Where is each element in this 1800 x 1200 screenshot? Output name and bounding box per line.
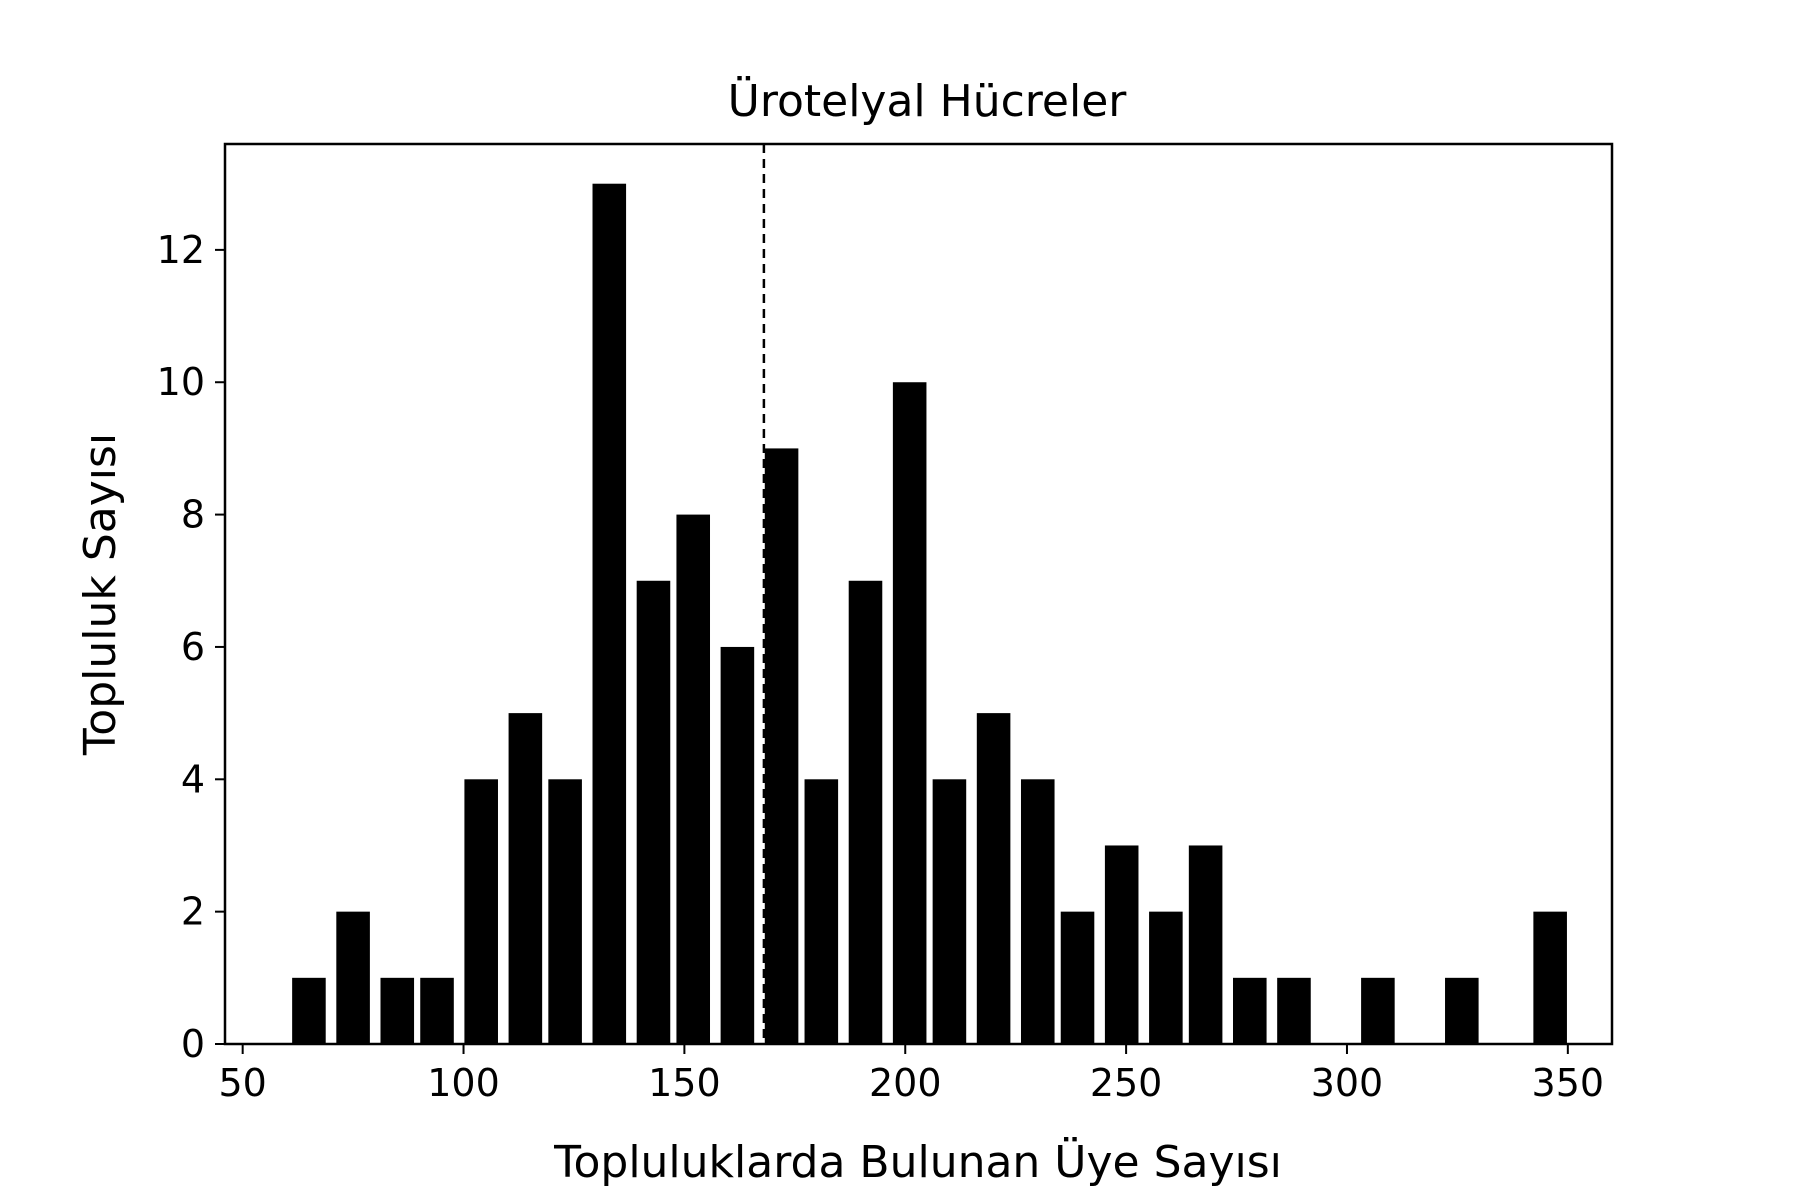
y-tick-label: 10 <box>157 360 205 404</box>
x-tick-label: 50 <box>218 1061 266 1105</box>
x-axis-ticks: 50 100 150 200 250 300 350 <box>218 1044 1604 1105</box>
bar <box>1020 779 1055 1044</box>
bar <box>1361 977 1395 1044</box>
x-tick-label: 200 <box>869 1061 942 1105</box>
bar <box>508 713 543 1044</box>
y-tick-label: 2 <box>181 890 205 934</box>
y-tick-label: 8 <box>181 493 205 537</box>
bar <box>1533 911 1567 1044</box>
y-tick-label: 6 <box>181 625 205 669</box>
y-tick-label: 12 <box>157 228 205 272</box>
bar <box>1445 977 1479 1044</box>
y-axis-ticks: 0 2 4 6 8 10 12 <box>157 228 225 1066</box>
bar <box>292 977 326 1044</box>
bar <box>1277 977 1311 1044</box>
bar <box>976 713 1011 1044</box>
bar <box>804 779 839 1044</box>
bar <box>548 779 582 1044</box>
bar <box>676 514 711 1044</box>
bar <box>720 646 755 1044</box>
bar <box>380 977 415 1044</box>
bars-layer <box>292 183 1567 1045</box>
x-tick-label: 100 <box>427 1061 500 1105</box>
bar <box>420 977 454 1044</box>
bar <box>336 911 370 1044</box>
chart-title: Ürotelyal Hücreler <box>728 75 1128 127</box>
bar <box>1149 911 1183 1044</box>
y-tick-label: 4 <box>181 757 205 801</box>
bar <box>848 580 883 1044</box>
bar <box>892 382 927 1044</box>
bar <box>636 580 671 1044</box>
y-tick-label: 0 <box>181 1022 205 1066</box>
bar <box>464 779 498 1044</box>
x-tick-label: 250 <box>1090 1061 1163 1105</box>
bar <box>764 448 799 1045</box>
x-tick-label: 150 <box>648 1061 721 1105</box>
y-axis-label: Topluluk Sayısı <box>75 433 126 756</box>
plot-frame <box>223 142 1614 1046</box>
bar <box>1188 845 1223 1044</box>
bar <box>592 183 627 1045</box>
bar <box>932 779 967 1044</box>
x-tick-label: 350 <box>1532 1061 1605 1105</box>
x-axis-label: Topluluklarda Bulunan Üye Sayısı <box>553 1136 1282 1188</box>
bar <box>1233 977 1267 1044</box>
bar <box>1104 845 1139 1044</box>
bar <box>1060 911 1095 1044</box>
x-tick-label: 300 <box>1311 1061 1384 1105</box>
